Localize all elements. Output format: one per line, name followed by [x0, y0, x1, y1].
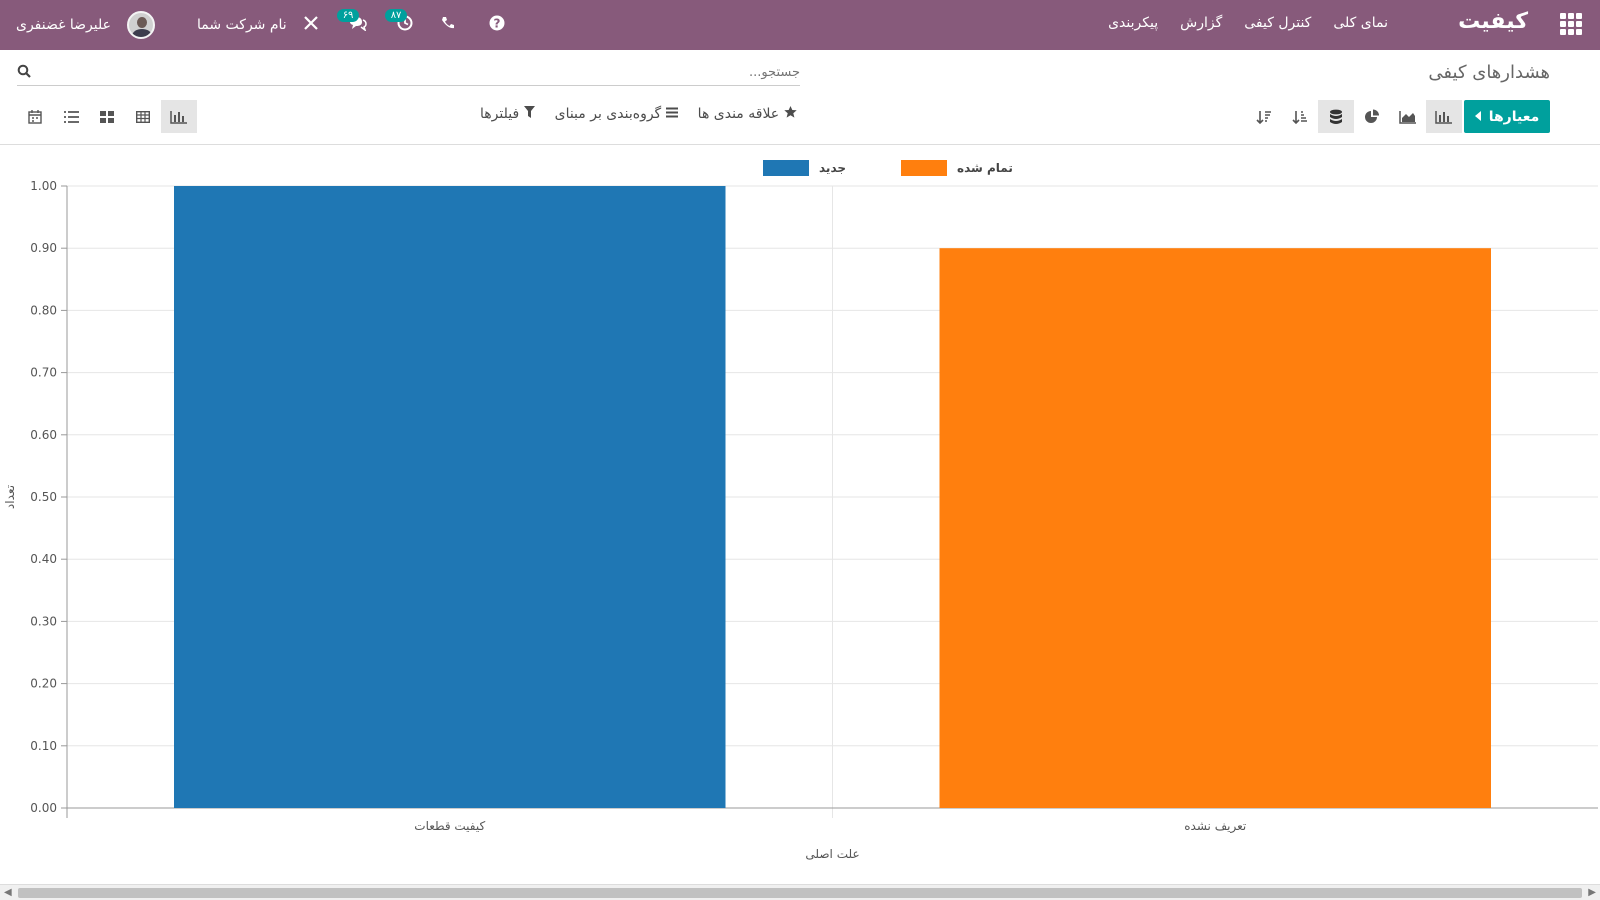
view-switcher: [17, 100, 197, 133]
user-name[interactable]: علیرضا غضنفری: [16, 17, 111, 33]
bar: [939, 248, 1491, 808]
apps-grid-icon[interactable]: [1560, 13, 1582, 35]
filters-label: فیلترها: [480, 106, 520, 122]
legend-label: جدید: [819, 161, 846, 175]
groupby-label: گروه‌بندی بر مبنای: [554, 106, 662, 122]
y-tick-label: 0.70: [30, 366, 57, 380]
favorites-menu[interactable]: علاقه مندی ها: [698, 106, 797, 122]
measures-label: معیارها: [1488, 108, 1540, 125]
bar-chart: 0.00 0.10 0.20 0.30 0.40 0.50 0.60 0.70 0.80 0.90…: [3, 160, 1598, 861]
list-view-icon[interactable]: [53, 100, 89, 133]
search-options: فیلترها گروه‌بندی بر مبنای علاقه مندی ها: [480, 106, 797, 122]
tools-icon[interactable]: [303, 15, 319, 35]
menu-item-reporting[interactable]: گزارش: [1180, 15, 1223, 31]
messages-badge: ۶۹: [336, 9, 360, 22]
question-circle-icon[interactable]: ?: [489, 15, 505, 35]
y-tick-label: 0.40: [30, 552, 57, 566]
y-tick-label: 0.30: [30, 614, 57, 628]
menu-item-overview[interactable]: نمای کلی: [1333, 15, 1388, 31]
y-tick-label: 0.20: [30, 677, 57, 691]
filter-icon: [523, 106, 535, 118]
bar-chart-icon[interactable]: [1426, 100, 1462, 133]
main-menu: نمای کلی کنترل کیفی گزارش پیکربندی: [1108, 15, 1388, 31]
list-icon: [665, 107, 678, 118]
company-name[interactable]: نام شرکت شما: [197, 17, 287, 33]
measures-button[interactable]: معیارها: [1464, 100, 1550, 133]
y-tick-label: 1.00: [30, 179, 57, 193]
x-axis-label: علت اصلی: [805, 847, 859, 861]
systray: علیرضا غضنفری نام شرکت شما ۶۹ ۸۷ ?: [16, 9, 505, 40]
calendar-view-icon[interactable]: [17, 100, 53, 133]
menu-item-quality-control[interactable]: کنترل کیفی: [1244, 15, 1312, 31]
search-icon[interactable]: [17, 63, 31, 82]
caret-left-icon: [1474, 109, 1481, 125]
kanban-view-icon[interactable]: [89, 100, 125, 133]
x-tick-label: کیفیت قطعات: [414, 819, 485, 833]
scroll-right-icon[interactable]: ▶: [1588, 887, 1596, 898]
filters-menu[interactable]: فیلترها: [480, 106, 535, 122]
y-tick-label: 0.60: [30, 428, 57, 442]
phone-icon[interactable]: [441, 16, 455, 34]
top-navbar: کیفیت نمای کلی کنترل کیفی گزارش پیکربندی…: [0, 0, 1600, 50]
pivot-view-icon[interactable]: [125, 100, 161, 133]
menu-item-configuration[interactable]: پیکربندی: [1108, 15, 1159, 31]
groupby-menu[interactable]: گروه‌بندی بر مبنای: [555, 106, 678, 122]
star-icon: [783, 106, 797, 118]
scroll-left-icon[interactable]: ◀: [4, 887, 12, 898]
search-bar: [17, 60, 800, 86]
y-tick-label: 0.10: [30, 739, 57, 753]
control-panel-divider: [0, 144, 1600, 145]
legend-label: تمام شده: [957, 161, 1013, 176]
y-tick-label: 0.80: [30, 303, 57, 317]
search-input[interactable]: [17, 60, 800, 84]
stacked-database-icon[interactable]: [1318, 100, 1354, 133]
y-tick-label: 0.50: [30, 490, 57, 504]
clock-icon[interactable]: ۸۷: [384, 9, 413, 35]
y-axis-label: تعداد: [3, 485, 17, 509]
horizontal-scrollbar[interactable]: ◀ ▶: [0, 884, 1600, 900]
svg-text:?: ?: [493, 17, 500, 31]
legend-swatch: [763, 160, 809, 176]
activities-badge: ۸۷: [384, 9, 408, 22]
sort-descending-icon[interactable]: [1246, 100, 1282, 133]
page-title: هشدارهای کیفی: [1428, 62, 1550, 83]
scrollbar-thumb[interactable]: [18, 888, 1582, 898]
graph-toolbar: [1246, 100, 1462, 133]
graph-view-icon[interactable]: [161, 100, 197, 133]
y-tick-label: 0.90: [30, 241, 57, 255]
legend-swatch: [901, 160, 947, 176]
chat-icon[interactable]: ۶۹: [336, 9, 367, 35]
y-tick-label: 0.00: [30, 801, 57, 815]
avatar[interactable]: [127, 11, 155, 39]
area-chart-icon[interactable]: [1390, 100, 1426, 133]
favorites-label: علاقه مندی ها: [697, 106, 780, 122]
x-tick-label: تعریف نشده: [1184, 819, 1246, 834]
sort-ascending-icon[interactable]: [1282, 100, 1318, 133]
app-brand[interactable]: کیفیت: [1458, 9, 1528, 34]
pie-chart-icon[interactable]: [1354, 100, 1390, 133]
bar: [174, 186, 726, 808]
